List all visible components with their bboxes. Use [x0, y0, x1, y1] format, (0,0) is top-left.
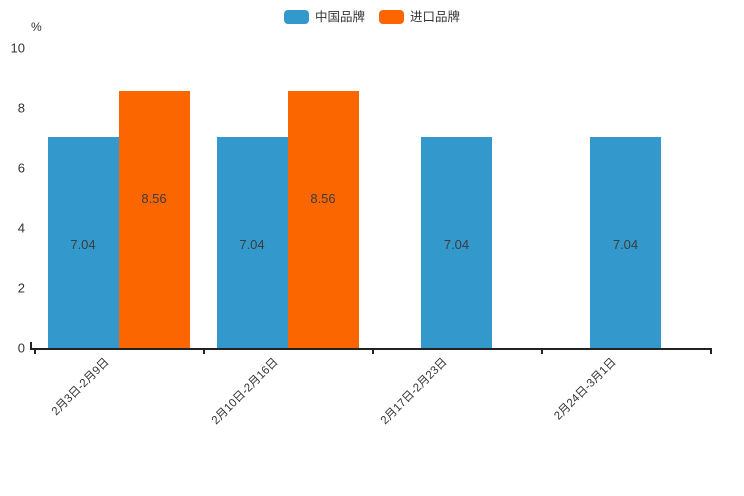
x-axis-tick [372, 348, 374, 354]
x-axis-category-label: 2月24日-3月1日 [551, 356, 619, 423]
y-axis-tick-label: 6 [17, 160, 25, 176]
legend-item-import-brands[interactable]: 进口品牌 [379, 10, 460, 24]
bar-value-label: 8.56 [310, 191, 336, 207]
bar-value-label: 7.04 [612, 236, 639, 252]
chart-legend: 中国品牌 进口品牌 [0, 10, 744, 24]
y-axis-unit-label: % [31, 20, 42, 34]
x-axis-tick [541, 348, 543, 354]
y-axis-origin-tick [30, 342, 32, 348]
bar-value-label: 7.04 [239, 236, 265, 252]
x-axis-category-label: 2月17日-2月23日 [378, 356, 450, 427]
bar-china-brands[interactable]: 7.04 [47, 136, 119, 348]
bar-value-label: 7.04 [443, 236, 470, 252]
bar-value-label: 7.04 [70, 236, 96, 252]
x-axis-tick [34, 348, 36, 354]
legend-item-china-brands[interactable]: 中国品牌 [283, 9, 365, 24]
x-axis-tick [203, 348, 205, 354]
legend-label-china-brands: 中国品牌 [314, 9, 365, 24]
x-axis-category-label: 2月10日-2月16日 [209, 356, 281, 427]
bar-china-brands[interactable]: 7.04 [216, 136, 288, 348]
y-axis-tick-label: 8 [17, 100, 25, 116]
legend-swatch-import-brands [379, 10, 404, 24]
plot-area: 0 2 4 6 8 10 7.04 8.56 7.04 8.56 7.04 7.04 2月3日-2月… [11, 41, 712, 427]
legend-label-import-brands: 进口品牌 [410, 9, 461, 24]
y-axis-tick-label: 10 [10, 40, 25, 56]
x-axis-tick [710, 348, 712, 354]
y-axis-tick-label: 2 [17, 280, 25, 296]
bar-import-brands[interactable]: 8.56 [287, 91, 359, 348]
bar-china-brands[interactable]: 7.04 [590, 136, 661, 348]
x-axis-line [30, 348, 710, 350]
bar-import-brands[interactable]: 8.56 [118, 91, 190, 348]
x-axis-category-label: 2月3日-2月9日 [49, 356, 112, 418]
y-axis-tick-label: 0 [17, 340, 25, 356]
legend-swatch-china-brands [283, 10, 309, 24]
bar-value-label: 8.56 [141, 191, 167, 207]
y-axis-tick-label: 4 [17, 220, 25, 236]
bar-china-brands[interactable]: 7.04 [421, 136, 492, 348]
